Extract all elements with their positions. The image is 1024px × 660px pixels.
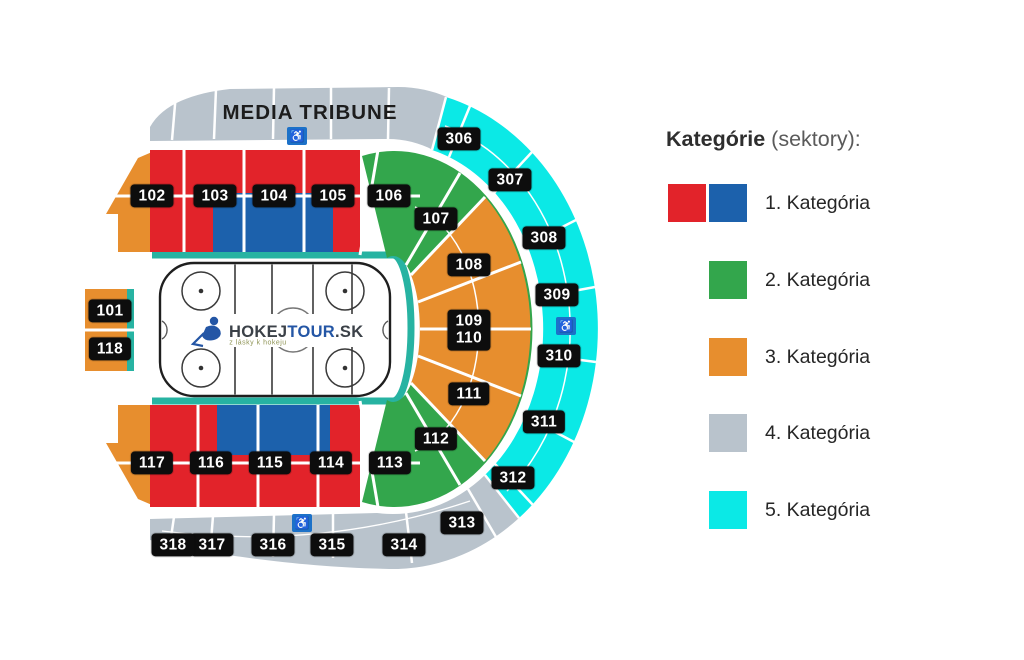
section-label-306[interactable]: 306 xyxy=(437,127,481,151)
corner-wedge-bottom-left[interactable] xyxy=(106,405,152,505)
logo-part-tour: TOUR xyxy=(287,323,335,341)
legend-title: Kategórie (sektory): xyxy=(666,127,861,152)
section-label-309[interactable]: 309 xyxy=(535,283,579,307)
section-label-314[interactable]: 314 xyxy=(382,533,426,557)
legend-item-2: 2. Kategória xyxy=(668,261,870,299)
wheelchair-icon: ♿ xyxy=(287,127,307,145)
teal-inner-ring xyxy=(152,251,415,405)
section-label-318[interactable]: 318 xyxy=(151,533,195,557)
media-tribune-band[interactable] xyxy=(150,87,447,150)
section-label-107[interactable]: 107 xyxy=(414,207,458,231)
section-label-112[interactable]: 112 xyxy=(414,427,458,451)
logo-part-sk: .SK xyxy=(335,323,363,341)
legend-item-label: 4. Kategória xyxy=(765,421,871,444)
bottom-gray-band[interactable] xyxy=(150,475,519,569)
section-label-117[interactable]: 117 xyxy=(130,451,174,475)
logo-part-hokej: HOKEJ xyxy=(229,323,287,341)
legend-item-5: 5. Kategória xyxy=(668,491,870,529)
section-label-313[interactable]: 313 xyxy=(440,511,484,535)
section-label-103[interactable]: 103 xyxy=(193,184,237,208)
section-label-108[interactable]: 108 xyxy=(447,253,491,277)
section-label-308[interactable]: 308 xyxy=(522,226,566,250)
logo-backdrop xyxy=(224,314,354,347)
legend-title-main: Kategórie xyxy=(666,127,766,151)
legend-swatch xyxy=(709,184,747,222)
cyan-gray-boundary-bottom xyxy=(484,474,520,519)
legend-item-4: 4. Kategória xyxy=(668,414,870,452)
media-tribune-dividers xyxy=(170,87,391,141)
legend-title-sub: (sektory): xyxy=(771,127,861,151)
legend-item-label: 1. Kategória xyxy=(765,191,871,214)
corner-wedge-top-left[interactable] xyxy=(106,152,152,252)
legend-swatch xyxy=(709,338,747,376)
section-label-104[interactable]: 104 xyxy=(252,184,296,208)
rink-logo: HOKEJTOUR.SK z lásky k hokeju xyxy=(190,314,363,348)
logo-wordmark: HOKEJTOUR.SK xyxy=(229,323,363,341)
legend-item-label: 5. Kategória xyxy=(765,498,871,521)
legend-swatch xyxy=(709,261,747,299)
section-label-105[interactable]: 105 xyxy=(311,184,355,208)
section-label-118[interactable]: 118 xyxy=(88,337,132,361)
legend-item-label: 2. Kategória xyxy=(765,268,871,291)
section-label-101[interactable]: 101 xyxy=(88,299,132,323)
section-label-115[interactable]: 115 xyxy=(248,451,292,475)
legend-item-label: 3. Kategória xyxy=(765,345,871,368)
section-label-310[interactable]: 310 xyxy=(537,344,581,368)
section-label-102[interactable]: 102 xyxy=(130,184,174,208)
section-label-311[interactable]: 311 xyxy=(522,410,566,434)
section-label-316[interactable]: 316 xyxy=(251,533,295,557)
section-label-109-110[interactable]: 109 110 xyxy=(447,309,491,351)
section-label-116[interactable]: 116 xyxy=(189,451,233,475)
section-label-312[interactable]: 312 xyxy=(491,466,535,490)
section-label-111[interactable]: 111 xyxy=(448,382,490,406)
logo-tagline: z lásky k hokeju xyxy=(229,340,286,347)
blue-inset-bottom[interactable] xyxy=(217,405,330,455)
section-label-315[interactable]: 315 xyxy=(310,533,354,557)
section-label-114[interactable]: 114 xyxy=(309,451,353,475)
legend-swatch xyxy=(709,414,747,452)
legend-swatch xyxy=(709,491,747,529)
legend-item-3: 3. Kategória xyxy=(668,338,870,376)
legend-swatch xyxy=(668,184,706,222)
section-label-317[interactable]: 317 xyxy=(190,533,234,557)
legend-item-1: 1. Kategória xyxy=(668,184,870,222)
section-label-113[interactable]: 113 xyxy=(368,451,412,475)
section-label-106[interactable]: 106 xyxy=(367,184,411,208)
wheelchair-icon: ♿ xyxy=(556,317,576,335)
media-tribune-label: MEDIA TRIBUNE xyxy=(222,101,397,124)
section-label-307[interactable]: 307 xyxy=(488,168,532,192)
hockey-player-icon xyxy=(190,316,221,348)
gray-cyan-boundary-top xyxy=(430,96,448,151)
wheelchair-icon: ♿ xyxy=(292,514,312,532)
